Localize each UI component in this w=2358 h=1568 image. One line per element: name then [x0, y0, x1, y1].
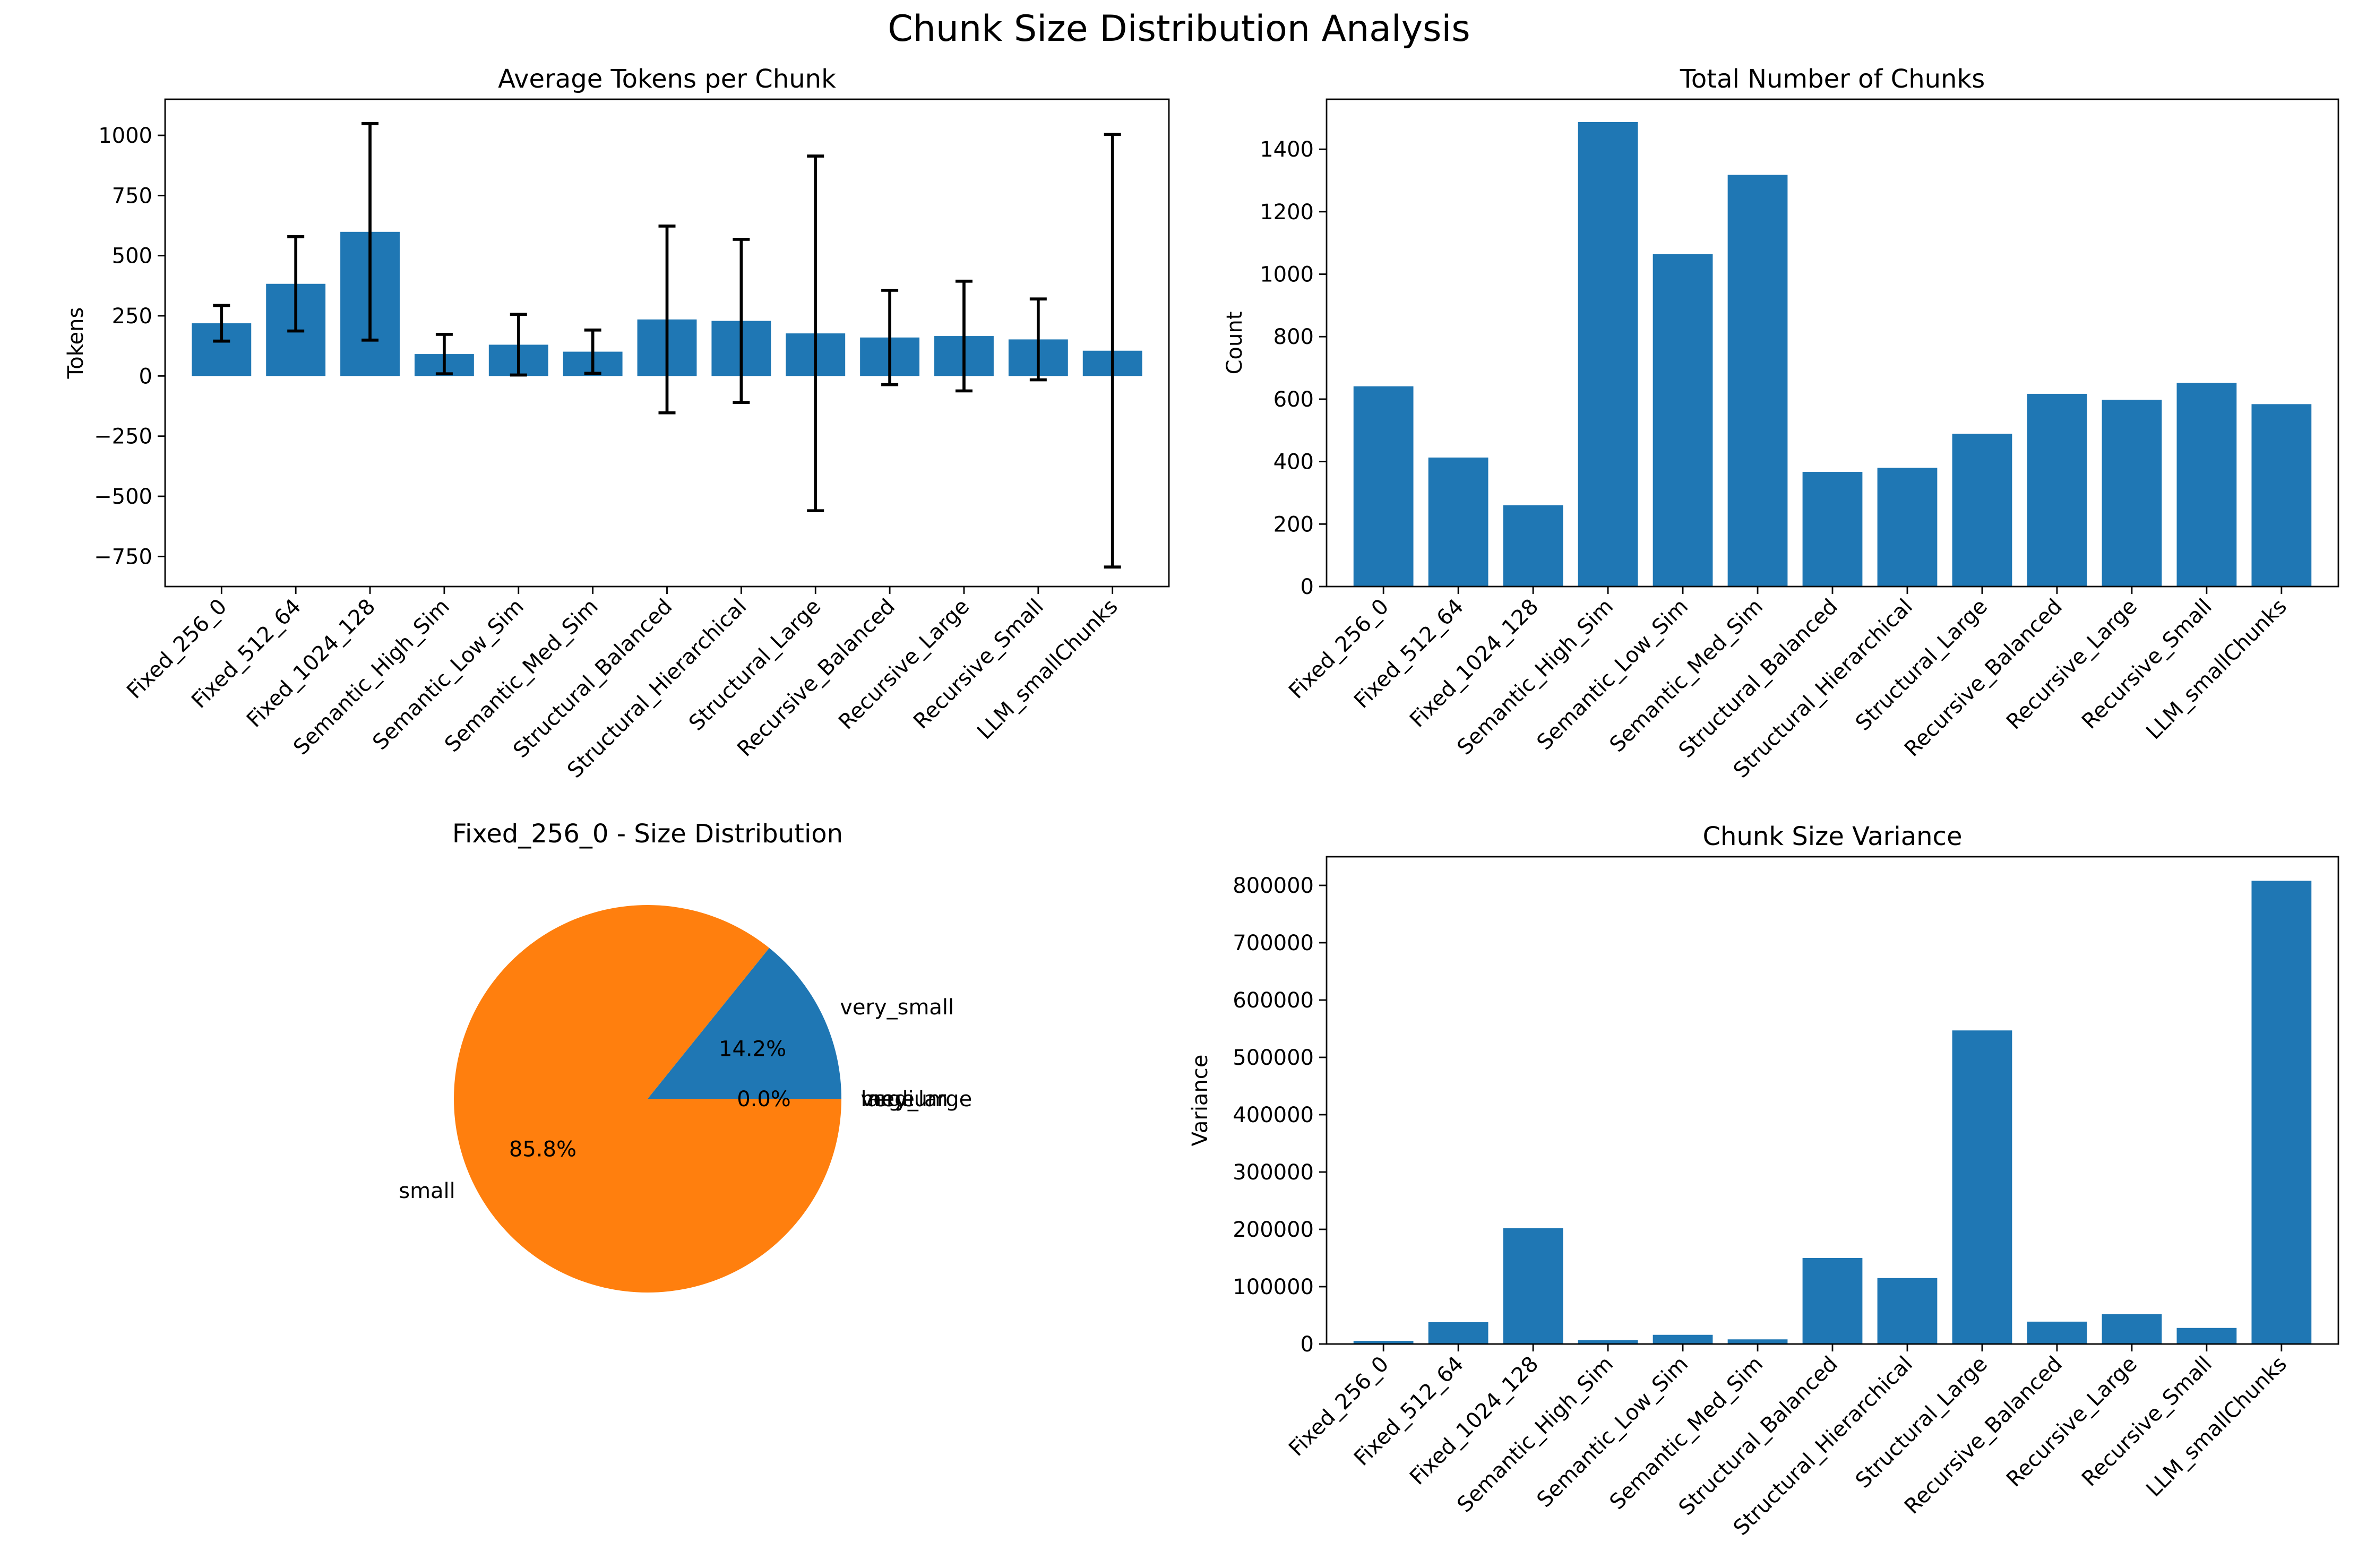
y-tick-label: 1000	[98, 124, 152, 148]
bar-Recursive_Large	[2102, 1314, 2162, 1344]
bar-Semantic_Med_Sim	[1727, 1339, 1788, 1344]
y-tick-label: 0	[1301, 1332, 1314, 1357]
error-bar-Fixed_512_64	[287, 235, 305, 333]
y-tick-label: 200	[1273, 512, 1314, 537]
error-bar-Recursive_Small	[1029, 297, 1047, 382]
bar-Recursive_Large	[2102, 400, 2162, 587]
bar-Recursive_Small	[2176, 383, 2237, 587]
error-bar-Structural_Hierarchical	[733, 237, 750, 404]
y-tick-label: 300000	[1233, 1160, 1314, 1185]
error-bar-LLM_smallChunks	[1104, 133, 1121, 569]
variance-y-axis-label: Variance	[1188, 1055, 1212, 1147]
y-tick-label: 0	[1301, 575, 1314, 599]
y-tick-label: 400	[1273, 450, 1314, 475]
error-bar-Fixed_1024_128	[362, 122, 379, 342]
error-bar-Recursive_Balanced	[881, 289, 899, 386]
y-tick-label: 200000	[1233, 1218, 1314, 1242]
pie-pct-medium: 0.0%	[737, 1087, 791, 1112]
y-tick-label: −500	[94, 485, 152, 509]
y-tick-label: 700000	[1233, 931, 1314, 955]
y-tick-label: −250	[94, 425, 152, 449]
error-bar-Structural_Balanced	[658, 225, 676, 415]
bar-Fixed_1024_128	[1503, 1228, 1563, 1344]
y-tick-label: 600	[1273, 387, 1314, 412]
y-tick-label: 750	[112, 184, 152, 208]
error-bar-Structural_Large	[807, 154, 824, 513]
error-bar-Semantic_Low_Sim	[510, 313, 527, 377]
bar-Fixed_512_64	[1428, 1322, 1488, 1344]
bar-Fixed_512_64	[1428, 457, 1488, 587]
y-tick-label: −750	[94, 545, 152, 569]
bar-Semantic_Med_Sim	[1727, 175, 1788, 587]
bar-Fixed_256_0	[1353, 1341, 1414, 1344]
pie-label-large: large	[861, 1087, 915, 1112]
y-tick-label: 400000	[1233, 1103, 1314, 1127]
pie-label-very_large: very_large	[861, 1087, 973, 1112]
pie-pct-small: 85.8%	[509, 1137, 576, 1161]
bar-Fixed_1024_128	[1503, 505, 1563, 587]
size-distribution-pie: Fixed_256_0 - Size Distribution very_smal…	[399, 819, 972, 1293]
figure-title: Chunk Size Distribution Analysis	[888, 8, 1470, 50]
bar-Semantic_High_Sim	[1578, 122, 1638, 587]
y-tick-label: 1000	[1260, 263, 1314, 287]
y-tick-label: 250	[112, 304, 152, 329]
y-tick-label: 500000	[1233, 1046, 1314, 1070]
bar-Recursive_Balanced	[2027, 1321, 2087, 1344]
bar-Semantic_Low_Sim	[1653, 254, 1713, 587]
total-chunks-y-axis-label: Count	[1223, 312, 1247, 375]
bar-Fixed_256_0	[1353, 386, 1414, 587]
y-tick-label: 1200	[1260, 200, 1314, 225]
bar-Structural_Hierarchical	[1877, 1278, 1938, 1344]
avg-tokens-y-axis-label: Tokens	[64, 307, 88, 380]
avg-tokens-title: Average Tokens per Chunk	[498, 64, 836, 94]
bar-LLM_smallChunks	[2251, 404, 2312, 587]
variance-title: Chunk Size Variance	[1703, 822, 1963, 851]
bar-Recursive_Balanced	[2027, 393, 2087, 587]
pie-slice-very_small	[648, 947, 841, 1099]
pie-label-very_small: very_small	[840, 995, 954, 1020]
error-bar-Recursive_Large	[955, 279, 973, 393]
y-tick-label: 100000	[1233, 1275, 1314, 1299]
y-tick-label: 800	[1273, 325, 1314, 349]
bar-Recursive_Small	[2176, 1328, 2237, 1344]
y-tick-label: 0	[139, 364, 152, 389]
pie-pct-very_small: 14.2%	[719, 1037, 786, 1062]
bar-Semantic_Low_Sim	[1653, 1334, 1713, 1344]
bar-LLM_smallChunks	[2251, 881, 2312, 1344]
y-tick-label: 1400	[1260, 137, 1314, 162]
total-chunks-title: Total Number of Chunks	[1680, 64, 1985, 94]
pie-label-medium: medium	[861, 1087, 948, 1112]
bar-Structural_Large	[1952, 434, 2012, 587]
error-bar-Semantic_High_Sim	[435, 333, 453, 376]
bar-Structural_Hierarchical	[1877, 468, 1938, 587]
error-bar-Semantic_Med_Sim	[584, 328, 601, 375]
y-tick-label: 600000	[1233, 988, 1314, 1013]
y-tick-label: 800000	[1233, 874, 1314, 898]
y-tick-label: 500	[112, 244, 152, 269]
bar-Semantic_High_Sim	[1578, 1340, 1638, 1344]
bar-Structural_Balanced	[1802, 472, 1863, 587]
pie-slice-small	[454, 905, 841, 1293]
bar-Structural_Large	[1952, 1030, 2012, 1344]
pie-title: Fixed_256_0 - Size Distribution	[452, 819, 843, 849]
error-bar-Fixed_256_0	[213, 304, 230, 343]
pie-label-small: small	[399, 1179, 455, 1203]
bar-Structural_Balanced	[1802, 1258, 1863, 1344]
